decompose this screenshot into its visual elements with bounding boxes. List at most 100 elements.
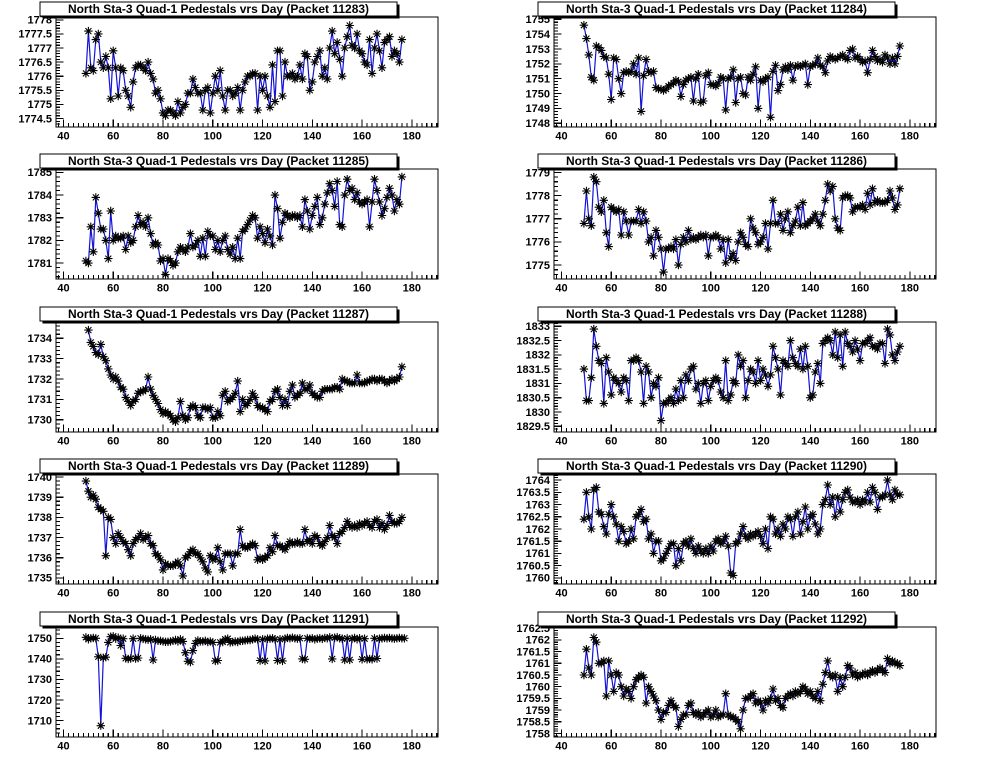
x-tick-label: 60 (605, 740, 617, 752)
y-tick-label: 1750 (526, 88, 550, 100)
chart-pad-packet-11291: 40 60 80 100 120 140 160 180 1710 1720 1730 1740 175… (0, 609, 498, 762)
y-tick-label: 1764 (526, 475, 551, 487)
data-markers (81, 477, 407, 581)
y-tick-label: 1833 (526, 321, 550, 333)
title-box (537, 306, 896, 322)
x-tick-label: 140 (801, 283, 819, 295)
y-tick-label: 1750 (28, 633, 52, 645)
x-tick-label: 120 (253, 283, 271, 295)
plot-frame (553, 625, 937, 738)
chart-svg-11290: 40 60 80 100 120 140 160 180 17601760.517611761.… (516, 458, 937, 600)
y-tick-label: 1831 (526, 378, 550, 390)
title-box (537, 458, 896, 474)
x-tick-label: 100 (204, 435, 222, 447)
x-tick-label: 40 (57, 740, 69, 752)
title-box (537, 1, 896, 17)
chart-svg-11287: 40 60 80 100 120 140 160 180 1730 1731 1732 1733 173… (28, 306, 439, 447)
x-tick-label: 40 (555, 435, 567, 447)
x-tick-label: 180 (403, 435, 421, 447)
y-tick-label: 1731 (28, 394, 52, 406)
data-markers (81, 173, 407, 280)
x-tick-label: 140 (303, 435, 321, 447)
x-tick-label: 80 (655, 435, 667, 447)
x-tick-label: 100 (204, 588, 222, 600)
axis-ticks (56, 172, 438, 279)
axis-ticks (554, 172, 936, 279)
axis-ticks (554, 474, 936, 584)
y-tick-label: 1777 (28, 43, 52, 55)
y-tick-label: 1754 (526, 29, 551, 41)
chart-title: North Sta-3 Quad-1 Pedestals vrs Day (Pa… (68, 2, 369, 16)
x-tick-label: 160 (851, 435, 869, 447)
x-tick-label: 140 (303, 740, 321, 752)
y-tick-label: 1830.5 (516, 392, 550, 404)
title-box (537, 610, 896, 627)
axis-ticks (56, 476, 438, 584)
chart-title: North Sta-3 Quad-1 Pedestals vrs Day (Pa… (566, 612, 867, 626)
x-tick-label: 160 (353, 283, 371, 295)
x-tick-label: 160 (353, 740, 371, 752)
x-tick-label: 80 (157, 435, 169, 447)
x-tick-label: 140 (801, 740, 819, 752)
y-tick-label: 1710 (28, 715, 52, 727)
plot-frame (553, 321, 937, 433)
chart-svg-11292: 40 60 80 100 120 140 160 180 17581758.517591759.… (516, 610, 937, 753)
y-tick-label: 1734 (28, 333, 53, 345)
x-tick-label: 40 (555, 130, 567, 142)
y-tick-label: 1760 (526, 681, 550, 693)
x-tick-label: 80 (655, 740, 667, 752)
x-tick-label: 100 (702, 435, 720, 447)
x-tick-label: 40 (57, 283, 69, 295)
y-tick-label: 1751 (526, 73, 550, 85)
chart-svg-11284: 40 60 80 100 120 140 160 180 1748 1749 1750 1751 175… (526, 1, 937, 142)
x-tick-label: 40 (555, 740, 567, 752)
axis-labels: 40 60 80 100 120 140 160 180 1710 1720 1730 1740 175… (28, 633, 421, 752)
x-tick-label: 160 (851, 588, 869, 600)
x-tick-label: 100 (204, 130, 222, 142)
axis-labels: 40 60 80 100 120 140 160 180 1748 1749 1750 1751 175… (526, 14, 919, 142)
x-tick-label: 180 (901, 130, 919, 142)
x-tick-label: 120 (751, 283, 769, 295)
x-tick-label: 60 (605, 130, 617, 142)
x-tick-label: 40 (57, 588, 69, 600)
x-tick-label: 160 (353, 435, 371, 447)
chart-pad-packet-11288: 40 60 80 100 120 140 160 180 1829.5 1830 1830.5 183… (498, 304, 996, 458)
y-tick-label: 1778 (526, 191, 550, 203)
y-tick-label: 1832 (526, 349, 550, 361)
chart-title: North Sta-3 Quad-1 Pedestals vrs Day (Pa… (68, 459, 369, 473)
chart-svg-11288: 40 60 80 100 120 140 160 180 1829.5 1830 1830.5 183… (516, 306, 937, 447)
title-box (39, 1, 398, 17)
y-tick-label: 1776 (28, 71, 52, 83)
y-tick-label: 1830 (526, 407, 550, 419)
x-tick-label: 160 (353, 588, 371, 600)
y-tick-label: 1775.5 (18, 85, 52, 97)
y-tick-label: 1776 (526, 237, 550, 249)
axis-labels: 40 60 80 100 120 140 160 180 1829.5 1830 1830.5 183… (516, 321, 919, 447)
x-tick-label: 60 (605, 435, 617, 447)
axis-labels: 40 60 80 100 120 140 160 180 17581758.517591759.… (516, 623, 919, 753)
chart-title: North Sta-3 Quad-1 Pedestals vrs Day (Pa… (566, 459, 867, 473)
y-tick-label: 1760.5 (516, 561, 550, 573)
y-tick-label: 1775 (526, 260, 550, 272)
x-tick-label: 160 (353, 130, 371, 142)
data-markers (84, 325, 407, 426)
data-markers (81, 631, 409, 730)
x-tick-label: 160 (851, 130, 869, 142)
x-tick-label: 180 (403, 740, 421, 752)
y-tick-label: 1740 (28, 653, 52, 665)
axis-labels: 40 60 80 100 120 140 160 180 1774.5 1775 1775.5 177… (18, 15, 421, 143)
chart-svg-11286: 40 60 80 100 120 140 160 1801775177617771778177… (526, 153, 937, 295)
x-tick-label: 140 (303, 283, 321, 295)
x-tick-label: 80 (655, 588, 667, 600)
x-tick-label: 180 (901, 740, 919, 752)
chart-title: North Sta-3 Quad-1 Pedestals vrs Day (Pa… (68, 307, 369, 321)
x-tick-label: 60 (107, 435, 119, 447)
y-tick-label: 1776.5 (18, 57, 52, 69)
y-tick-label: 1733 (28, 353, 52, 365)
y-tick-label: 1762 (526, 524, 550, 536)
x-tick-label: 80 (157, 740, 169, 752)
title-box (39, 610, 398, 627)
axis-ticks (554, 18, 936, 127)
y-tick-label: 1761.5 (516, 646, 550, 658)
x-tick-label: 40 (57, 435, 69, 447)
